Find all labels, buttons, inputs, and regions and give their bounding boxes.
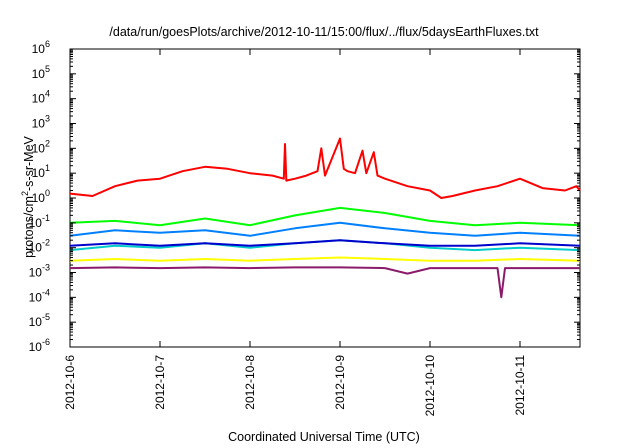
y-tick-label: 10-6: [29, 337, 50, 354]
y-tick-label: 106: [32, 39, 50, 56]
series-line-3: [69, 221, 581, 237]
x-tick-label: 2012-10-8: [243, 355, 257, 410]
y-tick-label: 102: [32, 138, 50, 155]
y-tick-label: 103: [32, 114, 50, 131]
x-tick-label: 2012-10-11: [513, 355, 527, 416]
y-tick-label: 104: [32, 89, 50, 106]
x-tick-label: 2012-10-6: [63, 355, 77, 410]
x-axis-label: Coordinated Universal Time (UTC): [228, 430, 420, 444]
chart-title: /data/run/goesPlots/archive/2012-10-11/1…: [109, 25, 539, 39]
x-axis: 2012-10-6 2012-10-7 2012-10-8 2012-10-9 2012…: [63, 49, 527, 416]
y-tick-label: 10-1: [29, 213, 50, 230]
y-axis: 10-6 10-5 10-4 10-3 10-2 10-1 100 101 102 103 104 1…: [29, 39, 580, 354]
series-line-7: [69, 266, 580, 299]
y-tick-label: 10-4: [29, 287, 50, 304]
y-tick-label: 10-2: [29, 238, 50, 255]
x-tick-label: 2012-10-10: [423, 355, 437, 417]
series-line-2: [69, 206, 581, 227]
x-tick-label: 2012-10-9: [333, 355, 347, 410]
y-tick-label: 10-3: [29, 263, 50, 280]
series-line-1: [69, 137, 581, 199]
x-tick-label: 2012-10-7: [153, 355, 167, 410]
series-group: [69, 137, 581, 299]
y-tick-label: 100: [32, 188, 50, 205]
series-line-6: [69, 256, 581, 262]
y-tick-label: 101: [32, 163, 50, 180]
y-axis-label: protons/cm2-s-sr-MeV: [20, 135, 36, 257]
y-tick-label: 10-5: [29, 312, 50, 329]
plot-frame: [69, 48, 581, 348]
y-tick-label: 105: [32, 64, 50, 81]
series-line-5: [69, 239, 581, 247]
